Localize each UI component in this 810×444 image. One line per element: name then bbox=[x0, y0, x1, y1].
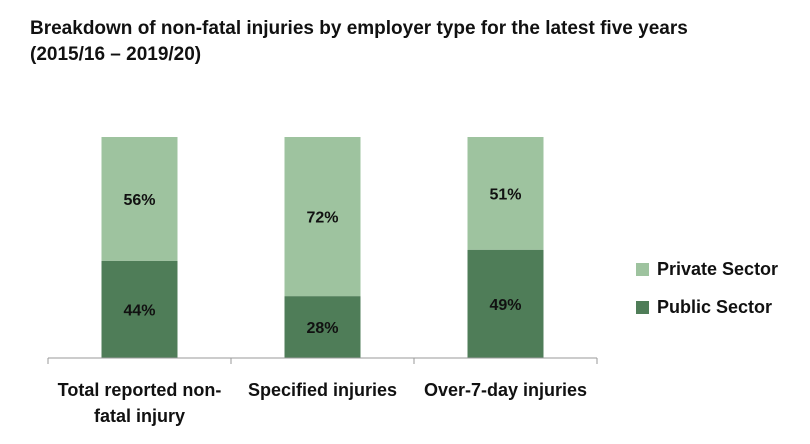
legend-item-public-sector: Public Sector bbox=[636, 288, 778, 326]
bar-segment-private-sector bbox=[467, 137, 544, 250]
category-labels: Total reported non-fatal injury Specified… bbox=[58, 380, 587, 426]
category-label: Over-7-day injuries bbox=[424, 380, 587, 400]
category-label: Specified injuries bbox=[248, 380, 397, 400]
data-label-private-sector: 72% bbox=[306, 210, 338, 227]
data-label-public-sector: 49% bbox=[489, 297, 521, 314]
bar-segment-private-sector bbox=[101, 137, 178, 261]
bar-segment-public-sector bbox=[284, 296, 361, 358]
data-label-public-sector: 44% bbox=[123, 302, 155, 319]
legend-swatch-private-sector bbox=[636, 262, 649, 276]
chart-title-line-2: (2015/16 – 2019/20) bbox=[30, 44, 202, 65]
chart-title-line-1: Breakdown of non-fatal injuries by emplo… bbox=[30, 18, 688, 39]
chart-title: Breakdown of non-fatal injuries by emplo… bbox=[30, 16, 770, 68]
category-label: Total reported non- bbox=[58, 380, 222, 400]
legend-label-public-sector: Public Sector bbox=[657, 296, 773, 317]
x-axis-ticks bbox=[47, 358, 598, 364]
legend: Private Sector Public Sector bbox=[636, 250, 778, 326]
bar-segment-public-sector bbox=[467, 249, 544, 358]
data-label-private-sector: 51% bbox=[489, 186, 521, 203]
legend-label-private-sector: Private Sector bbox=[657, 258, 779, 279]
bars-group: 44% 56% 28% 72% 49% 51% bbox=[101, 137, 544, 358]
bar-segment-public-sector bbox=[101, 260, 178, 358]
legend-swatch-public-sector bbox=[636, 300, 649, 314]
legend-item-private-sector: Private Sector bbox=[636, 250, 778, 288]
data-label-public-sector: 28% bbox=[306, 320, 338, 337]
bar-segment-private-sector bbox=[284, 137, 361, 297]
data-label-private-sector: 56% bbox=[123, 192, 155, 209]
category-label: fatal injury bbox=[94, 406, 185, 426]
